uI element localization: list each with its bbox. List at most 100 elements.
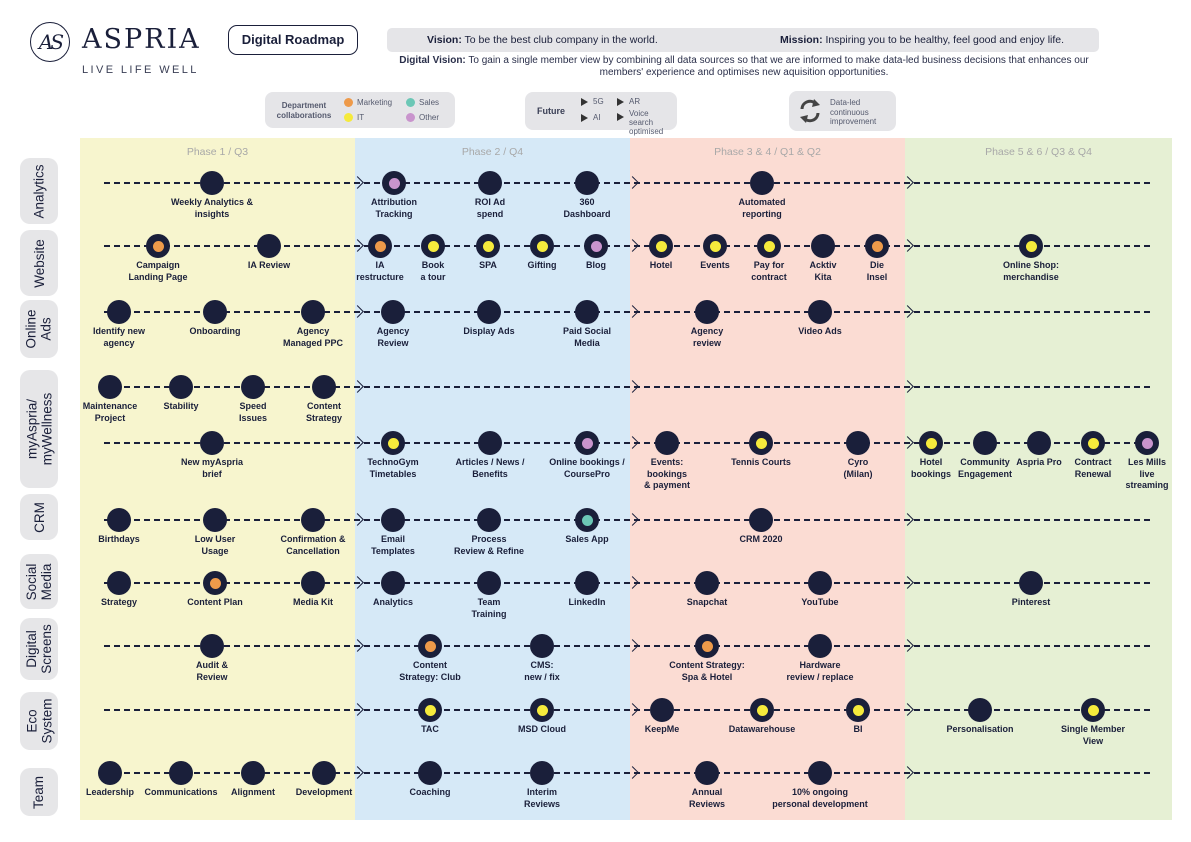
milestone-node[interactable] <box>808 761 832 785</box>
milestone-node[interactable] <box>575 171 599 195</box>
milestone-label: Online Shop: merchandise <box>1003 260 1059 282</box>
milestone-node[interactable] <box>382 171 406 195</box>
milestone-node[interactable] <box>1081 431 1105 455</box>
milestone-node[interactable] <box>811 234 835 258</box>
milestone-node[interactable] <box>169 761 193 785</box>
milestone-label: Paid Social Media <box>562 326 612 348</box>
milestone-node[interactable] <box>695 571 719 595</box>
milestone-node[interactable] <box>301 508 325 532</box>
milestone-node[interactable] <box>919 431 943 455</box>
milestone-node[interactable] <box>808 300 832 324</box>
milestone-node[interactable] <box>381 571 405 595</box>
milestone-node[interactable] <box>169 375 193 399</box>
milestone-node[interactable] <box>846 431 870 455</box>
milestone-node[interactable] <box>476 234 500 258</box>
milestone-node[interactable] <box>381 508 405 532</box>
department-dot-icon <box>581 437 593 449</box>
timeline-line <box>104 386 1150 388</box>
milestone-node[interactable] <box>530 234 554 258</box>
milestone-label: LinkedIn <box>568 597 606 607</box>
milestone-node[interactable] <box>1027 431 1051 455</box>
milestone-node[interactable] <box>418 698 442 722</box>
milestone-node[interactable] <box>418 634 442 658</box>
milestone-node[interactable] <box>968 698 992 722</box>
milestone-node[interactable] <box>203 508 227 532</box>
milestone-node[interactable] <box>865 234 889 258</box>
milestone-node[interactable] <box>477 571 501 595</box>
department-dot-icon <box>482 240 494 252</box>
milestone-node[interactable] <box>98 375 122 399</box>
milestone-node[interactable] <box>1081 698 1105 722</box>
milestone-label: Onboarding <box>189 326 241 336</box>
milestone-label: BI <box>853 724 863 734</box>
milestone-node[interactable] <box>695 300 719 324</box>
milestone-node[interactable] <box>750 698 774 722</box>
milestone-node[interactable] <box>203 300 227 324</box>
milestone-node[interactable] <box>575 571 599 595</box>
milestone-label: Content Strategy <box>305 401 342 423</box>
milestone-node[interactable] <box>1135 431 1159 455</box>
milestone-node[interactable] <box>750 171 774 195</box>
milestone-node[interactable] <box>200 171 224 195</box>
milestone-node[interactable] <box>575 508 599 532</box>
row-label-digital-screens: Digital Screens <box>20 618 58 680</box>
milestone-node[interactable] <box>530 698 554 722</box>
milestone-node[interactable] <box>312 375 336 399</box>
milestone-label: Personalisation <box>946 724 1014 734</box>
milestone-node[interactable] <box>241 375 265 399</box>
milestone-node[interactable] <box>973 431 997 455</box>
milestone-node[interactable] <box>477 300 501 324</box>
milestone-node[interactable] <box>478 431 502 455</box>
milestone-node[interactable] <box>107 571 131 595</box>
milestone-node[interactable] <box>301 571 325 595</box>
milestone-node[interactable] <box>1019 234 1043 258</box>
milestone-node[interactable] <box>418 761 442 785</box>
milestone-node[interactable] <box>368 234 392 258</box>
legend-title: Department collaborations <box>276 101 332 120</box>
milestone-label: Strategy <box>100 597 137 607</box>
milestone-node[interactable] <box>381 300 405 324</box>
milestone-node[interactable] <box>301 300 325 324</box>
milestone-node[interactable] <box>695 761 719 785</box>
milestone-label: Contract Renewal <box>1074 457 1112 479</box>
milestone-node[interactable] <box>107 300 131 324</box>
milestone-node[interactable] <box>808 571 832 595</box>
milestone-node[interactable] <box>650 698 674 722</box>
milestone-node[interactable] <box>695 634 719 658</box>
milestone-node[interactable] <box>257 234 281 258</box>
milestone-node[interactable] <box>655 431 679 455</box>
milestone-node[interactable] <box>146 234 170 258</box>
milestone-label: Birthdays <box>98 534 140 544</box>
milestone-node[interactable] <box>530 761 554 785</box>
department-dot-icon <box>374 240 386 252</box>
milestone-node[interactable] <box>584 234 608 258</box>
milestone-node[interactable] <box>200 634 224 658</box>
milestone-node[interactable] <box>530 634 554 658</box>
milestone-label: Low User Usage <box>194 534 236 556</box>
milestone-node[interactable] <box>649 234 673 258</box>
milestone-node[interactable] <box>846 698 870 722</box>
milestone-node[interactable] <box>421 234 445 258</box>
milestone-node[interactable] <box>381 431 405 455</box>
improvement-legend: Data-led continuous improvement <box>789 91 896 131</box>
milestone-node[interactable] <box>757 234 781 258</box>
legend-item-it: IT <box>344 113 364 123</box>
milestone-node[interactable] <box>98 761 122 785</box>
milestone-node[interactable] <box>312 761 336 785</box>
milestone-node[interactable] <box>808 634 832 658</box>
phase-3-4-label: Phase 3 & 4 / Q1 & Q2 <box>714 146 821 158</box>
milestone-node[interactable] <box>107 508 131 532</box>
milestone-node[interactable] <box>575 300 599 324</box>
milestone-node[interactable] <box>478 171 502 195</box>
milestone-node[interactable] <box>575 431 599 455</box>
milestone-node[interactable] <box>703 234 727 258</box>
milestone-node[interactable] <box>200 431 224 455</box>
milestone-node[interactable] <box>203 571 227 595</box>
department-dot-icon <box>1025 240 1037 252</box>
milestone-node[interactable] <box>749 431 773 455</box>
milestone-label: ROI Ad spend <box>474 197 506 219</box>
milestone-node[interactable] <box>241 761 265 785</box>
milestone-node[interactable] <box>749 508 773 532</box>
milestone-node[interactable] <box>477 508 501 532</box>
milestone-node[interactable] <box>1019 571 1043 595</box>
